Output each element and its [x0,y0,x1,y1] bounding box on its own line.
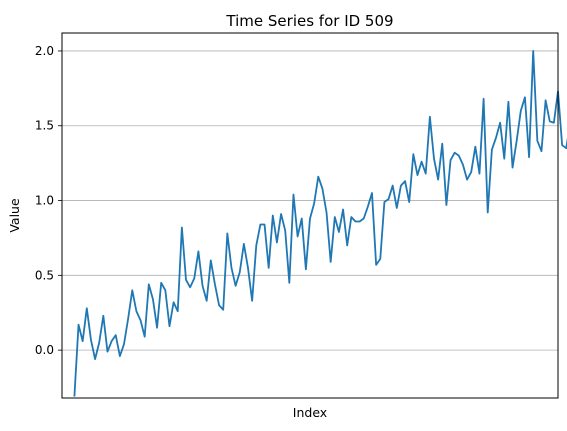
y-tick-label: 1.0 [35,194,54,208]
x-axis-label: Index [293,405,327,420]
y-axis-ticks: 0.0 0.5 1.0 1.5 2.0 [35,44,62,357]
y-tick-label: 0.5 [35,268,54,282]
grid-lines [62,50,558,351]
y-tick-label: 1.5 [35,119,54,133]
series-line [73,50,567,397]
y-tick-label: 2.0 [35,44,54,58]
y-tick-label: 0.0 [35,343,54,357]
chart-title: Time Series for ID 509 [225,12,393,30]
y-axis-label: Value [7,198,22,233]
series-layer [73,50,567,397]
plot-area-frame [61,32,559,399]
